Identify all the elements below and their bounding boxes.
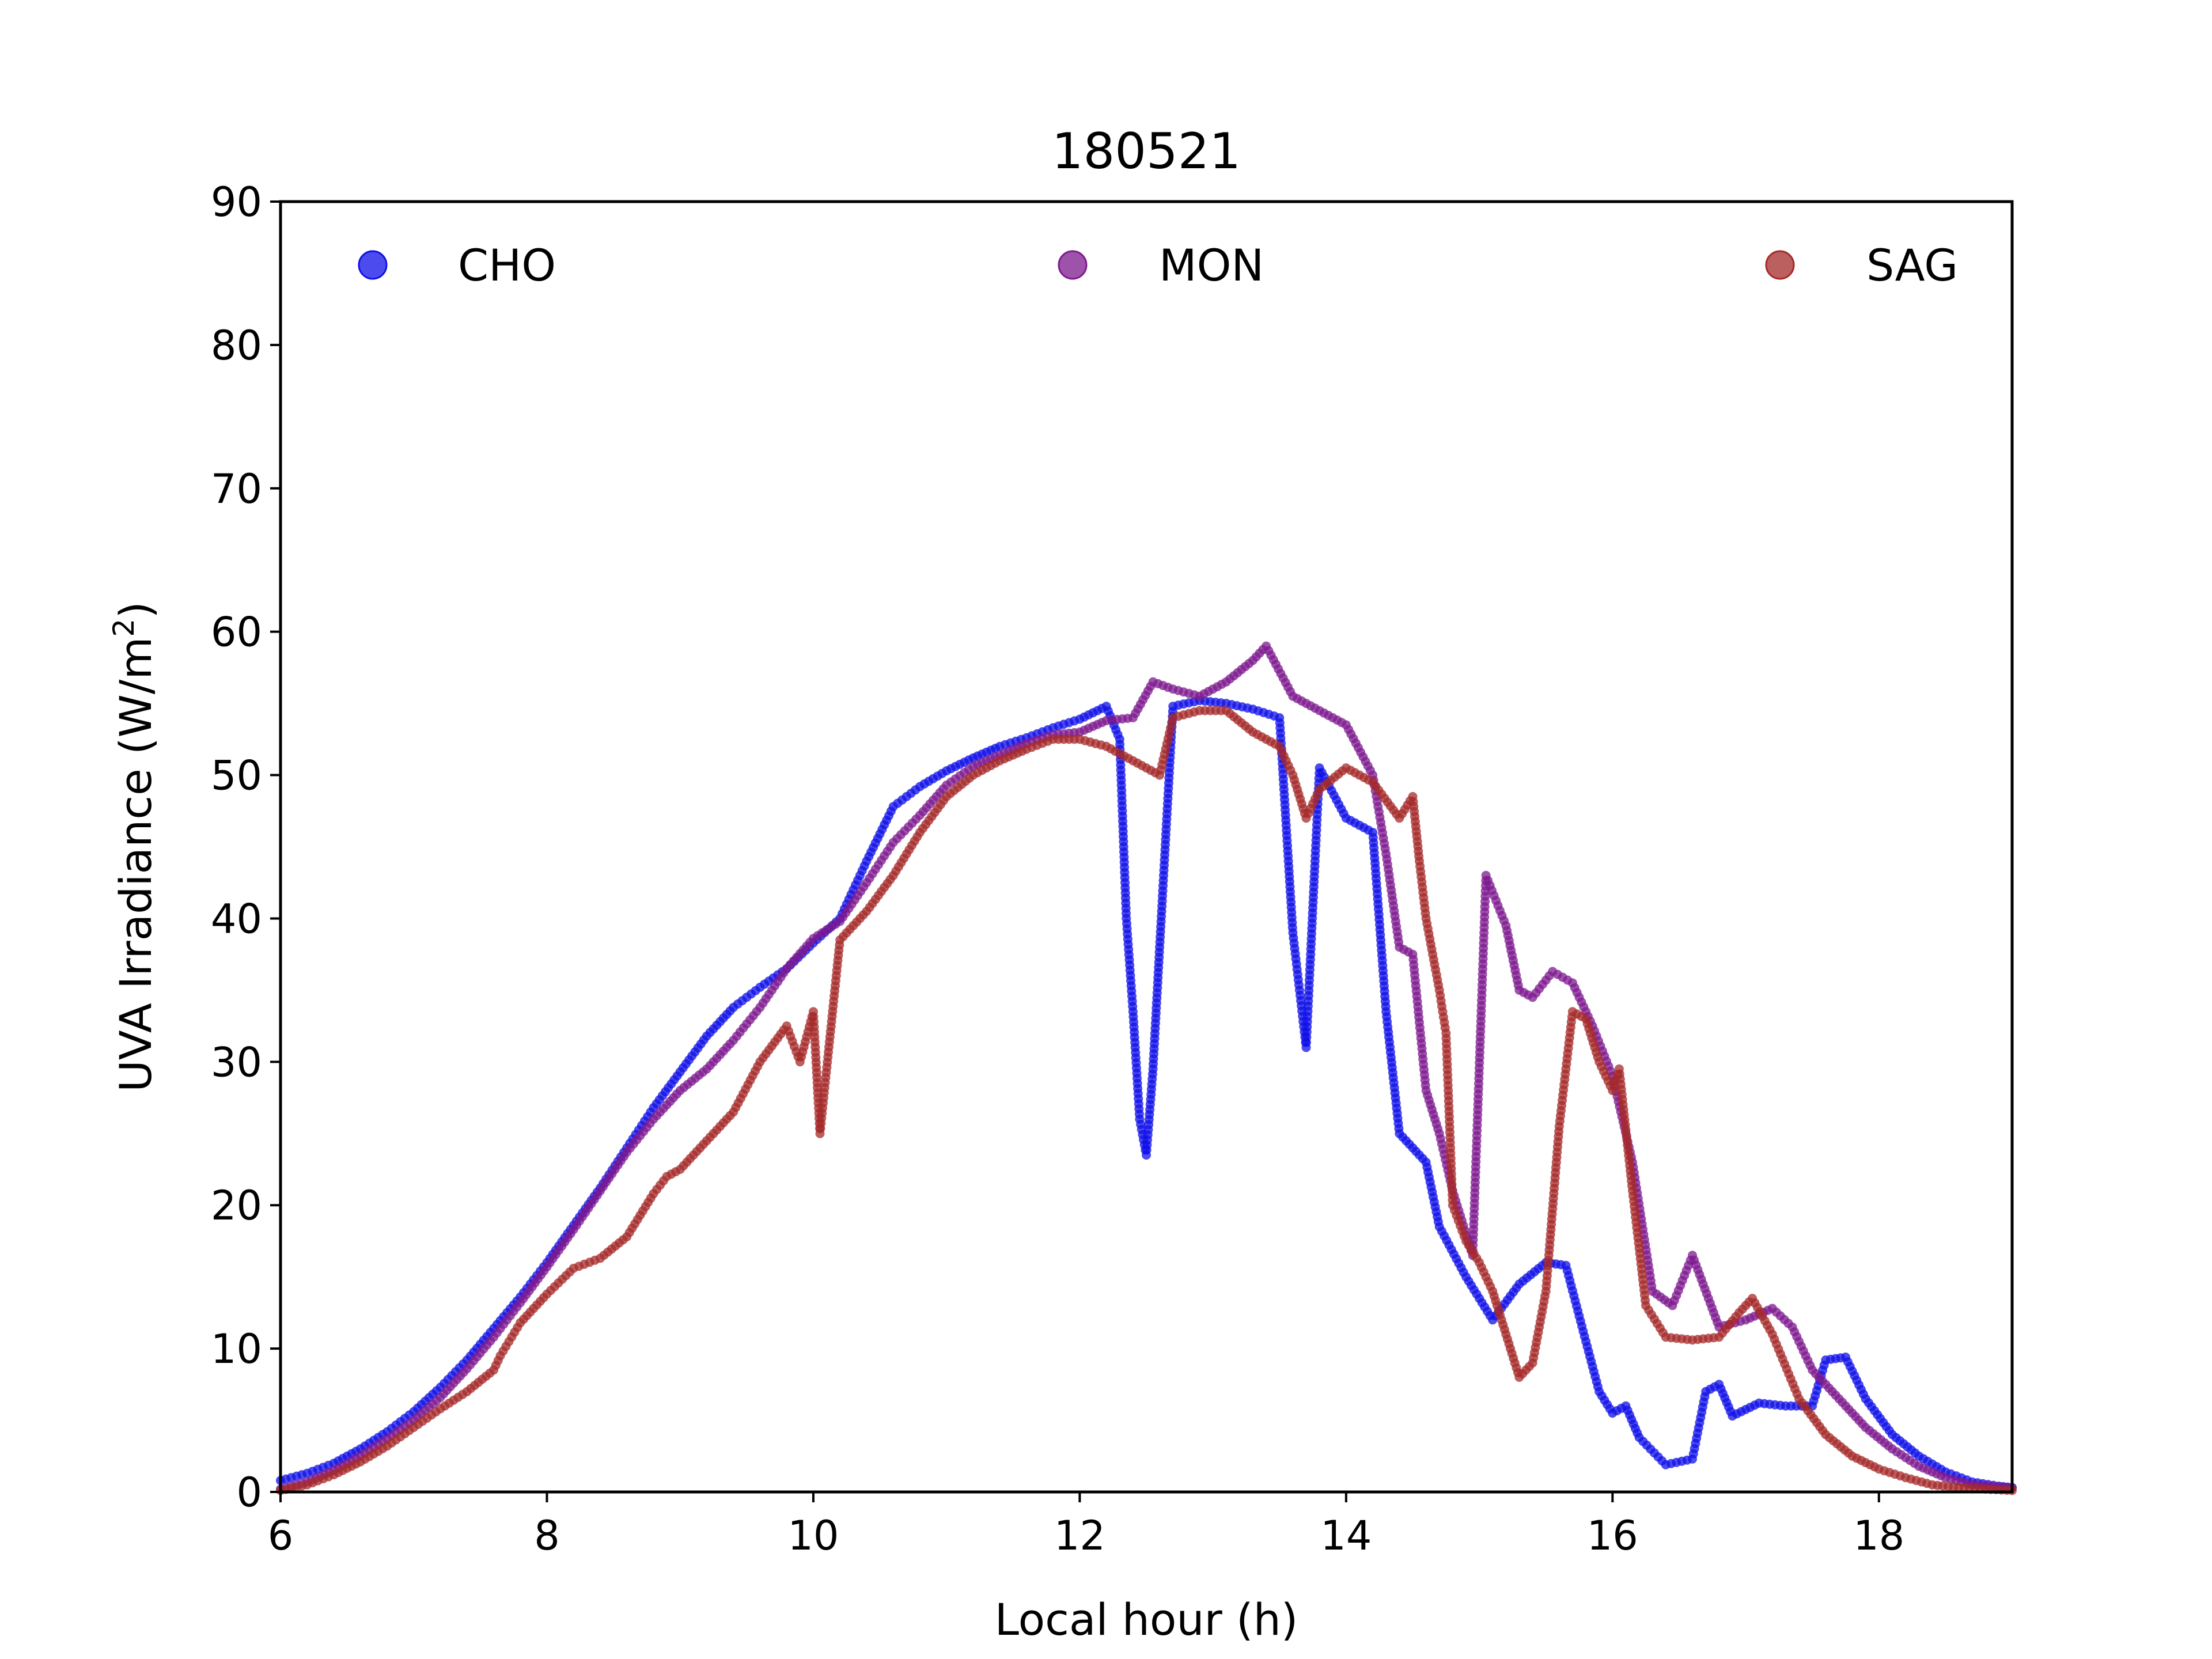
legend-marker-sag [1765,250,1795,280]
y-tick-label: 10 [211,1325,262,1373]
y-tick-label: 20 [211,1182,262,1229]
plot-area-frame [279,200,2014,1494]
series-sag [276,706,2017,1495]
x-tick-label: 18 [1853,1512,1904,1559]
legend-label-cho: CHO [458,240,556,291]
y-tick-label: 80 [211,322,262,369]
x-axis-ticks: 6 8 10 12 14 16 18 [268,1492,1904,1559]
y-tick-label: 90 [211,179,262,226]
y-tick-label: 30 [211,1039,262,1086]
x-axis-label: Local hour (h) [995,1594,1298,1645]
legend-marker-mon [1058,250,1088,280]
legend: CHO MON SAG [358,240,1958,291]
series-mon [276,641,2017,1494]
x-tick-label: 12 [1054,1512,1105,1559]
x-tick-label: 16 [1587,1512,1638,1559]
series-layer [276,641,2017,1495]
y-tick-label: 60 [211,609,262,656]
y-axis-label-main: UVA Irradiance (W/m [110,637,161,1092]
chart-title: 180521 [1052,123,1241,180]
legend-marker-cho [358,250,388,280]
y-tick-label: 70 [211,465,262,513]
x-tick-label: 10 [787,1512,839,1559]
y-axis-label-close: ) [110,601,161,619]
x-tick-label: 14 [1320,1512,1372,1559]
y-tick-label: 0 [236,1469,262,1516]
y-axis-label: UVA Irradiance (W/m2) [107,601,161,1092]
x-tick-label: 6 [268,1512,294,1559]
y-tick-label: 50 [211,752,262,800]
legend-label-mon: MON [1159,240,1264,291]
y-axis-label-superscript: 2 [107,619,141,637]
y-tick-label: 40 [211,895,262,942]
x-tick-label: 8 [534,1512,560,1559]
y-axis-ticks: 0 10 20 30 40 50 60 70 80 90 [211,179,281,1516]
legend-label-sag: SAG [1866,240,1958,291]
